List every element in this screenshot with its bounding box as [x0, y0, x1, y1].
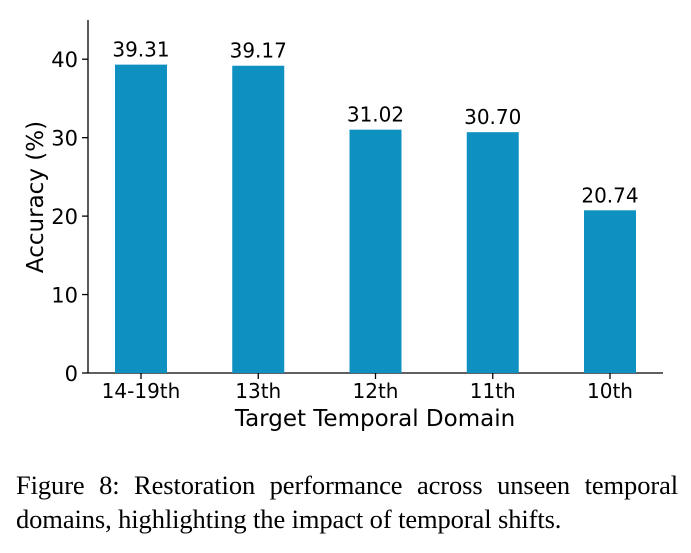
y-tick-label: 20 [51, 205, 78, 229]
figure-caption: Figure 8: Restoration performance across… [16, 470, 678, 534]
bar-value-label: 39.31 [112, 38, 169, 62]
y-tick-label: 30 [51, 127, 78, 151]
x-tick-label: 12th [353, 379, 399, 403]
bar [232, 65, 285, 374]
bar [115, 64, 167, 373]
y-tick-label: 0 [65, 362, 78, 386]
x-axis-title: Target Temporal Domain [234, 406, 515, 432]
bar-value-label: 39.17 [230, 39, 287, 63]
y-axis-title: Accuracy (%) [23, 121, 49, 273]
bar [349, 129, 402, 373]
y-tick-label: 40 [51, 48, 78, 72]
x-tick-label: 14-19th [102, 379, 181, 403]
bar-value-label: 31.02 [347, 103, 404, 127]
bar-chart: 0 10 20 30 40 39.31 39.17 31.02 30.70 20.74 14-1… [23, 20, 663, 432]
bar-value-label: 20.74 [581, 183, 638, 207]
bar [466, 132, 519, 373]
bar-value-label: 30.70 [464, 105, 521, 129]
y-tick-label: 10 [51, 284, 78, 308]
x-tick-label: 10th [587, 379, 633, 403]
x-tick-label: 13th [235, 379, 281, 403]
bar [584, 210, 636, 373]
x-tick-label: 11th [470, 379, 516, 403]
